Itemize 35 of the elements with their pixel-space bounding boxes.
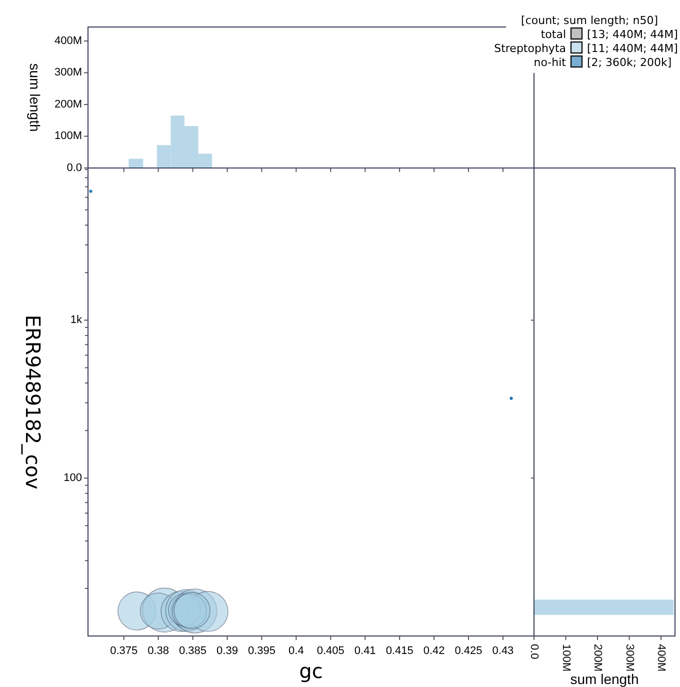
legend-title: [count; sum length; n50] <box>521 14 658 27</box>
x-tick-label: 400M <box>655 644 668 672</box>
x-tick-label: 0.375 <box>110 645 138 657</box>
y-axis-title: sum length <box>27 63 43 132</box>
x-tick-label: 0.385 <box>179 645 207 657</box>
legend-label: Streptophyta <box>494 42 566 55</box>
x-tick-label: 300M <box>623 644 636 672</box>
x-tick-label: 100M <box>560 644 572 672</box>
x-tick-label: 0.39 <box>216 645 238 657</box>
y-tick-label: 200M <box>54 98 82 110</box>
text: [11; 440M; 44M] <box>587 42 678 55</box>
y-tick-label: 100 <box>64 472 82 484</box>
y-tick-label: 0.0 <box>66 162 82 174</box>
x-tick-label: 0.38 <box>148 645 170 657</box>
legend-label: total <box>540 28 566 41</box>
x-tick-label: 200M <box>592 644 604 672</box>
y-tick-label: 1k <box>70 314 82 326</box>
y-axis-title: ERR9489182_cov <box>21 314 45 490</box>
x-tick-label: 0.425 <box>454 645 482 657</box>
y-tick-label: 300M <box>54 66 82 79</box>
text: [2; 360k; 200k] <box>587 56 672 69</box>
y-tick-label: 400M <box>54 34 82 47</box>
x-tick-label: 0.43 <box>492 645 514 657</box>
x-tick-label: 0.4 <box>288 645 304 657</box>
y-tick-label: 100M <box>54 130 82 142</box>
x-tick-label: 0.41 <box>354 645 376 657</box>
legend-label: no-hit <box>534 56 567 69</box>
text: [13; 440M; 44M] <box>587 28 678 41</box>
x-tick-label: 0.42 <box>423 645 445 657</box>
x-tick-label: 0.415 <box>386 645 414 657</box>
x-tick-label: 0.395 <box>248 645 276 657</box>
x-tick-label: 0.405 <box>316 645 344 657</box>
x-axis-title: sum length <box>570 671 639 687</box>
x-tick-label: 0.0 <box>528 644 540 660</box>
x-axis-title: gc <box>299 659 323 683</box>
